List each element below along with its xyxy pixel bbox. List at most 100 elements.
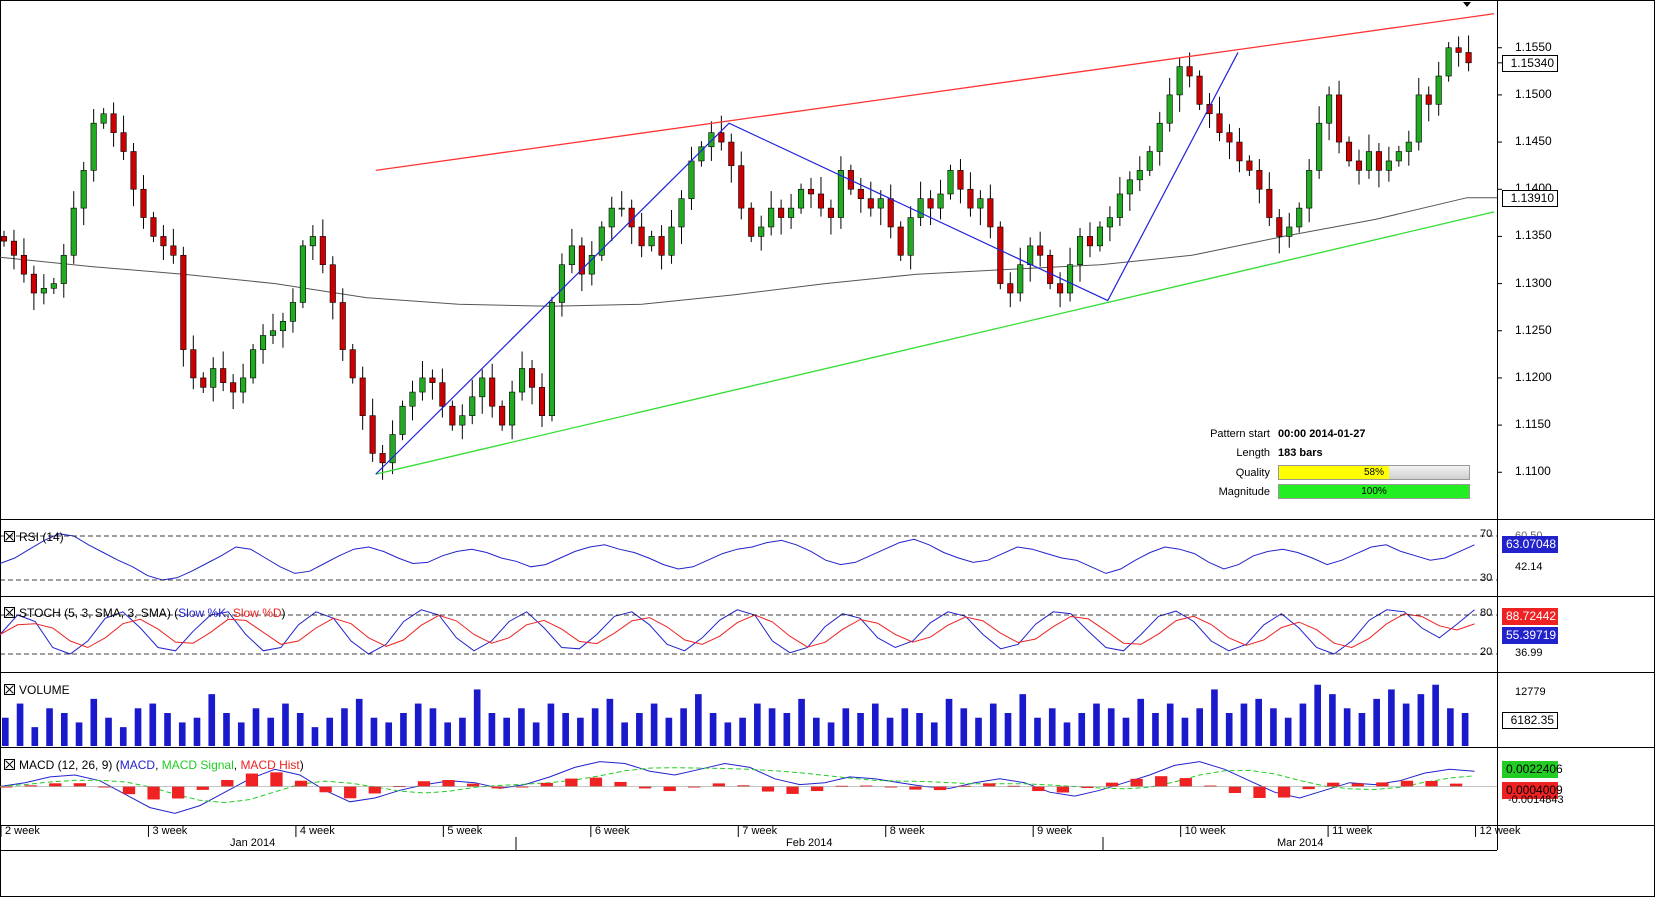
candle-body (90, 122, 97, 171)
volume-bar (591, 708, 599, 746)
candle-body (50, 283, 57, 289)
volume-bar (488, 713, 496, 746)
volume-bar (75, 722, 83, 746)
candle-body (758, 226, 765, 237)
volume-bar (1196, 708, 1204, 746)
rsi-title: RSI (14) (4, 530, 64, 544)
candle-body (70, 207, 77, 256)
close-icon[interactable] (4, 531, 15, 542)
close-icon[interactable] (4, 759, 15, 770)
candle-body (917, 198, 924, 218)
volume-bar (577, 717, 584, 746)
volume-bar (1107, 708, 1115, 746)
macd-hist-bar (810, 786, 824, 792)
volume-bar (1211, 689, 1218, 746)
macd-hist-bar (1155, 776, 1168, 787)
candle-body (568, 245, 575, 266)
macd-hist-bar (1130, 778, 1143, 787)
close-icon[interactable] (4, 607, 15, 618)
volume-bar (473, 689, 481, 746)
volume-bar (1240, 703, 1248, 746)
candle-body (1355, 160, 1363, 171)
volume-bar (355, 698, 363, 746)
volume-bar (1373, 698, 1380, 746)
volume-bar (916, 713, 923, 746)
macd-hist-bar (884, 786, 898, 788)
candle-body (867, 198, 874, 209)
month-label: Feb 2014 (786, 837, 833, 849)
candle-body (588, 254, 595, 275)
candle-body (379, 453, 386, 464)
week-label: 6 week (594, 825, 630, 837)
volume-bar (1314, 684, 1321, 746)
volume-bar (1417, 694, 1425, 746)
volume-bar (1343, 708, 1351, 746)
volume-bar (1447, 708, 1454, 746)
candle-body (519, 368, 526, 393)
candle-body (200, 377, 207, 388)
quality-bar: 58% (1278, 465, 1470, 480)
volume-bar (1225, 713, 1233, 746)
rsi-line (0, 533, 1475, 581)
candle-body (967, 188, 974, 209)
length-value: 183 bars (1278, 447, 1323, 459)
volume-bar (178, 722, 186, 746)
volume-bar (754, 703, 761, 746)
volume-bar (1166, 703, 1174, 746)
candle-body (349, 349, 356, 379)
volume-bar (739, 717, 746, 746)
volume-bar (149, 703, 157, 746)
volume-bar (46, 708, 53, 746)
candle-body (578, 245, 585, 275)
candle-body (399, 405, 406, 435)
week-label: 4 week (299, 825, 335, 837)
volume-bar (1063, 722, 1071, 746)
close-icon[interactable] (4, 684, 15, 695)
length-label: Length (1236, 447, 1270, 459)
candle-body (1186, 66, 1193, 77)
candle-body (150, 217, 157, 237)
volume-bar (975, 717, 982, 746)
macd-hist-bar (1400, 780, 1414, 787)
quality-label: Quality (1235, 467, 1270, 479)
candle-body (419, 377, 426, 393)
volume-bar (60, 713, 68, 746)
marker-icon (1463, 2, 1471, 7)
volume-bar (562, 713, 569, 746)
candle-body (957, 170, 964, 190)
candle-body (1027, 245, 1034, 266)
candle-body (120, 132, 127, 152)
volume-bar (503, 717, 510, 746)
candle-body (110, 113, 117, 133)
y-tick-label: 1.1300 (1515, 275, 1552, 290)
volume-bar (2, 717, 9, 746)
volume-bar (1048, 708, 1056, 746)
candle-body (289, 302, 296, 322)
month-label: Mar 2014 (1277, 837, 1324, 849)
candle-body (807, 188, 815, 195)
volume-bar (1019, 694, 1027, 746)
macd-hist-bar (1105, 782, 1119, 787)
candle-body (10, 240, 18, 256)
volume-bar (1329, 694, 1336, 746)
candle-body (250, 349, 257, 379)
candle-body (1136, 170, 1143, 181)
volume-bar (429, 708, 437, 746)
candle-body (389, 434, 396, 464)
candle-body (1067, 264, 1074, 294)
macd-hist-bar (1081, 786, 1094, 788)
candle-body (1196, 75, 1203, 105)
zigzag-line (375, 52, 1239, 475)
candle-body (1206, 104, 1213, 115)
candle-body (1037, 245, 1044, 256)
moving-average-line (0, 197, 1468, 307)
volume-bar (709, 713, 717, 746)
candle-body (1296, 207, 1303, 228)
volume-bar (901, 708, 909, 746)
candle-body (688, 160, 695, 199)
macd-hist-bar (417, 781, 431, 787)
macd-hist-bar (49, 783, 62, 787)
candle-body (598, 226, 605, 256)
month-label: Jan 2014 (230, 837, 276, 849)
macd-hist-bar (368, 786, 381, 794)
